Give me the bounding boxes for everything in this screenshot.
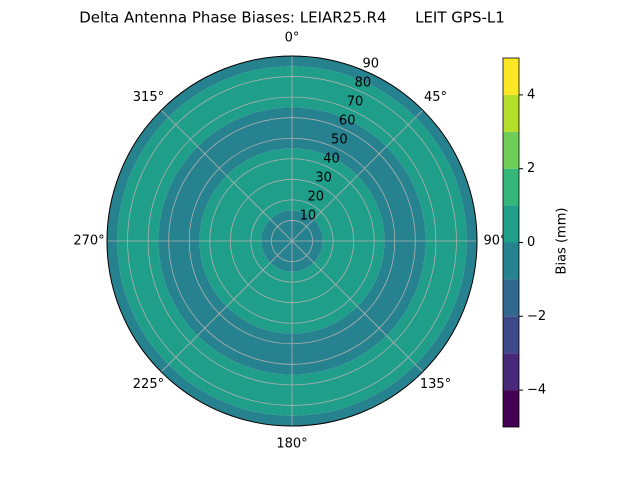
colorbar-segment	[503, 168, 519, 206]
colorbar-label: Bias (mm)	[555, 208, 570, 275]
theta-tick-label: 225°	[133, 377, 164, 392]
angular-grid	[160, 240, 293, 373]
theta-tick-label: 315°	[133, 90, 164, 105]
r-tick-label: 80	[355, 76, 372, 91]
r-tick-label: 50	[331, 133, 348, 148]
colorbar-segment	[503, 242, 519, 280]
r-tick-label: 60	[339, 114, 356, 129]
chart-title: Delta Antenna Phase Biases: LEIAR25.R4 L…	[79, 9, 505, 27]
theta-tick-label: 90°	[483, 234, 506, 249]
colorbar-segment	[503, 131, 519, 169]
colorbar-segment	[503, 279, 519, 317]
theta-tick-label: 0°	[285, 31, 300, 46]
r-tick-label: 20	[307, 190, 324, 205]
colorbar-tick-label: 0	[527, 235, 535, 250]
r-tick-label: 30	[315, 171, 332, 186]
colorbar-tick-label: −4	[527, 383, 546, 398]
angular-grid	[160, 109, 293, 242]
theta-tick-label: 270°	[73, 234, 104, 249]
colorbar-segment	[503, 58, 519, 95]
colorbar-segment	[503, 390, 519, 427]
angular-grid	[291, 240, 424, 373]
theta-tick-label: 135°	[420, 377, 451, 392]
polar-frame	[106, 55, 478, 427]
r-tick-label: 40	[323, 152, 340, 167]
r-tick-label: 70	[347, 95, 364, 110]
colorbar-tick-label: −2	[527, 309, 546, 324]
colorbar-segment	[503, 353, 519, 391]
r-tick-label: 90	[363, 57, 380, 72]
theta-tick-label: 45°	[424, 90, 447, 105]
colorbar-tick-label: 4	[527, 87, 535, 102]
colorbar-tick-label: 2	[527, 161, 535, 176]
colorbar-segment	[503, 205, 519, 243]
colorbar-segment	[503, 94, 519, 132]
angular-grid	[291, 109, 424, 242]
r-tick-label: 10	[300, 209, 317, 224]
colorbar-segment	[503, 316, 519, 354]
theta-tick-label: 180°	[276, 437, 307, 452]
